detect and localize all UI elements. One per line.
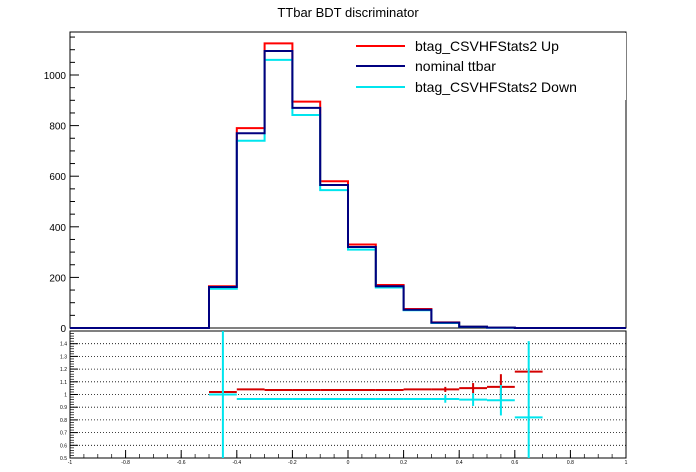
- legend-label-nominal: nominal ttbar: [415, 58, 496, 74]
- main-y-tick-label: 0: [60, 324, 66, 335]
- legend: btag_CSVHFStats2 Up nominal ttbar btag_C…: [352, 33, 626, 100]
- ratio-x-tick-label: -0.4: [232, 460, 241, 466]
- main-y-tick-label: 200: [49, 273, 66, 284]
- legend-label-down: btag_CSVHFStats2 Down: [415, 79, 577, 95]
- ratio-x-tick-label: 1: [625, 460, 628, 466]
- ratio-x-tick-label: 0.8: [567, 460, 574, 466]
- ratio-x-tick-label: 0: [347, 460, 350, 466]
- legend-label-up: btag_CSVHFStats2 Up: [415, 38, 559, 54]
- ratio-x-axis: -1 -0.8 -0.6 -0.4 -0.2 0 0.2 0.4 0.6 0.8 1: [68, 450, 628, 466]
- ratio-y-tick-label: 1.2: [60, 367, 67, 373]
- ratio-x-tick-label: 0.4: [456, 460, 463, 466]
- ratio-y-tick-label: 0.7: [60, 431, 67, 437]
- ratio-x-tick-label: -1: [68, 460, 73, 466]
- ratio-y-tick-label: 0.5: [60, 456, 67, 462]
- main-y-tick-label: 1000: [44, 71, 67, 82]
- ratio-grid: [70, 343, 626, 446]
- ratio-plot-frame: [69, 330, 627, 459]
- histogram-line-1: [70, 49, 626, 329]
- main-y-tick-label: 400: [49, 223, 66, 234]
- ratio-x-tick-label: 0.2: [400, 460, 407, 466]
- ratio-y-tick-label: 1: [64, 393, 67, 399]
- ratio-y-tick-label: 1.4: [60, 342, 67, 348]
- ratio-y-tick-label: 0.6: [60, 443, 67, 449]
- ratio-y-tick-label: 0.9: [60, 405, 67, 411]
- ratio-x-tick-label: 0.6: [511, 460, 518, 466]
- ratio-y-tick-label: 1.1: [60, 380, 67, 386]
- chart-title: TTbar BDT discriminator: [277, 5, 419, 20]
- main-histogram-series: [70, 42, 626, 329]
- main-histogram-panel: 0 200 400 600 800 1000: [44, 31, 627, 335]
- ratio-x-tick-label: -0.6: [177, 460, 186, 466]
- ratio-series: [209, 331, 543, 458]
- main-y-axis: 0 200 400 600 800 1000: [44, 36, 79, 335]
- ratio-y-axis: 0.5 0.6 0.7 0.8 0.9 1 1.1 1.2 1.3 1.4: [60, 333, 78, 462]
- ratio-y-tick-label: 1.3: [60, 354, 67, 360]
- ratio-y-tick-label: 0.8: [60, 418, 67, 424]
- ratio-panel: 0.50.60.70.80.911.11.21.31.4 -1 -0.8 -0.6-…: [60, 330, 628, 466]
- ratio-x-tick-label: -0.8: [121, 460, 130, 466]
- main-y-tick-label: 800: [49, 122, 66, 133]
- main-plot-frame: [69, 31, 627, 329]
- main-y-tick-label: 600: [49, 172, 66, 183]
- ratio-x-tick-label: -0.2: [288, 460, 297, 466]
